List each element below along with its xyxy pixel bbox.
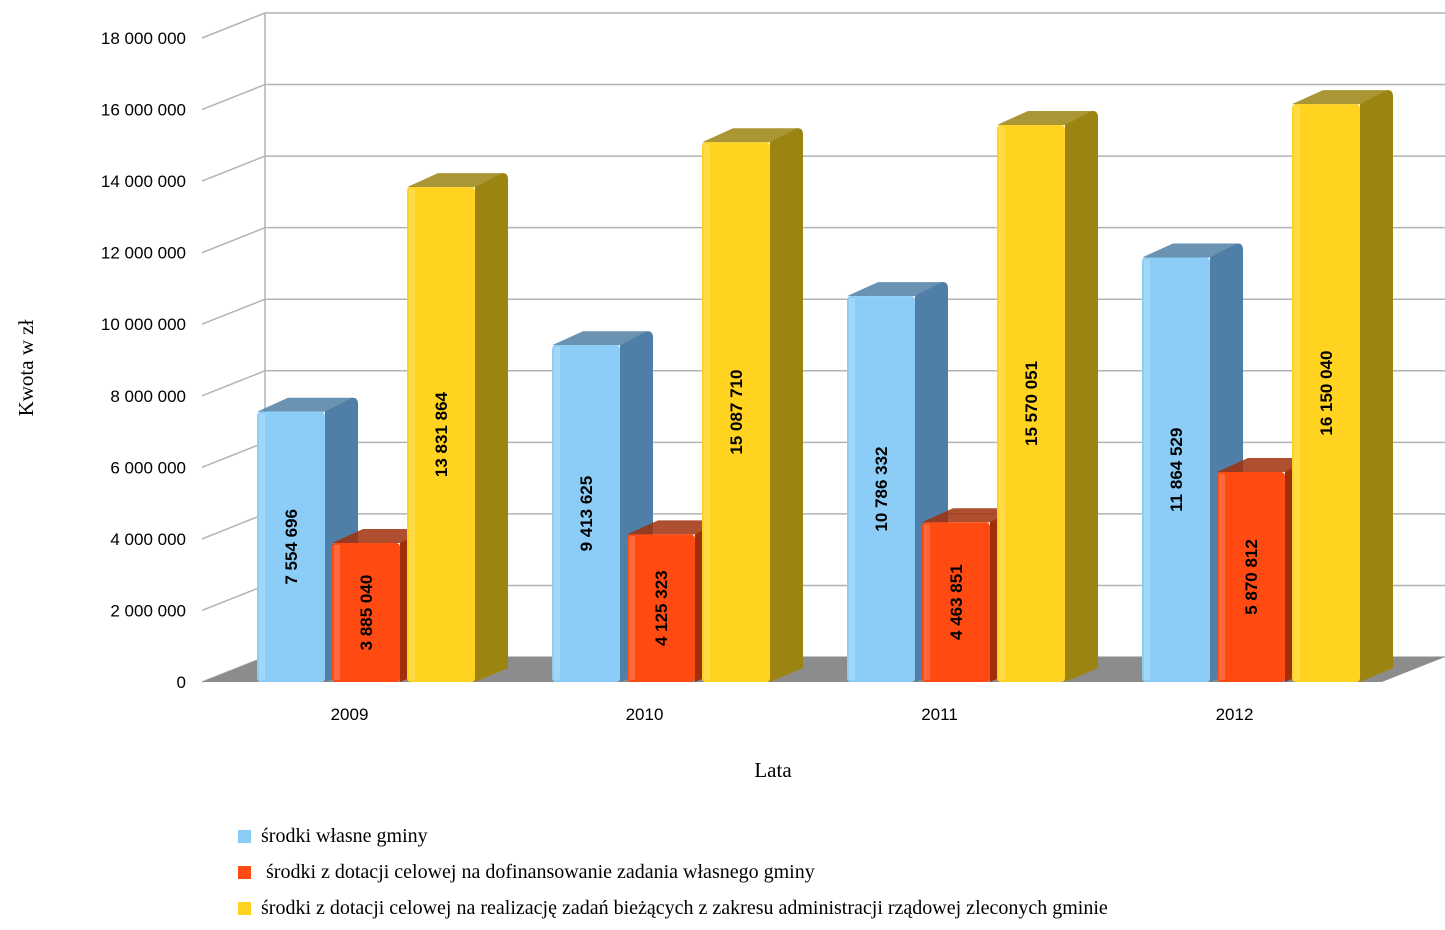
bar-highlight [629, 536, 635, 680]
bar-highlight [924, 524, 930, 680]
legend-label: środki z dotacji celowej na realizację z… [261, 896, 1108, 919]
bar [997, 110, 1098, 683]
floor [202, 657, 1445, 682]
bar-highlight [409, 189, 415, 680]
grid-line-side [201, 370, 266, 397]
legend-swatch [238, 829, 251, 843]
bar-side [770, 128, 803, 683]
legend-swatch [238, 865, 251, 879]
data-label: 4 125 323 [652, 570, 671, 646]
y-axis-title: Kwota w zł [14, 319, 38, 416]
bar-front [702, 142, 770, 683]
bar-highlight [1219, 473, 1225, 680]
bar-top [702, 128, 802, 143]
bar [1292, 90, 1393, 683]
data-label: 3 885 040 [357, 575, 376, 651]
bar-highlight [704, 144, 710, 681]
grid-line-side [201, 298, 266, 325]
bar-front [1142, 257, 1210, 682]
legend-label: środki własne gminy [261, 824, 428, 847]
data-label: 5 870 812 [1242, 539, 1261, 615]
bar-top [1292, 90, 1392, 105]
data-label: 10 786 332 [872, 446, 891, 531]
x-tick-label: 2010 [626, 705, 664, 724]
bar-highlight [849, 298, 855, 680]
bar-highlight [554, 347, 560, 680]
y-tick-label: 0 [177, 673, 186, 692]
data-labels: 7 554 696 3 885 040 13 831 864 9 413 625 4 1… [282, 351, 1336, 651]
y-tick-label: 14 000 000 [101, 172, 186, 191]
bar-top [1217, 457, 1317, 472]
x-tick-label: 2009 [331, 705, 369, 724]
bar-front [407, 187, 475, 682]
y-tick-label: 10 000 000 [101, 315, 186, 334]
data-label: 13 831 864 [432, 391, 451, 477]
y-tick-label: 4 000 000 [110, 530, 186, 549]
bar-front [257, 411, 325, 682]
y-tick-labels: 0 2 000 000 4 000 000 6 000 000 8 000 000 10 … [101, 29, 186, 692]
legend-label: środki z dotacji celowej na dofinansowan… [261, 860, 815, 883]
data-label: 16 150 040 [1317, 351, 1336, 436]
data-label: 4 463 851 [947, 564, 966, 640]
bar-front [332, 543, 400, 682]
bar-top [332, 529, 432, 544]
bars [257, 90, 1393, 683]
bar-highlight [1144, 259, 1150, 680]
bar-side [1360, 90, 1393, 683]
legend-item: środki własne gminy [238, 818, 1108, 854]
bar-highlight [334, 545, 340, 680]
grid-line-side [201, 83, 266, 111]
bar-front [627, 534, 695, 682]
grid-line-side [201, 155, 266, 182]
grid-line-side [201, 12, 266, 39]
bar-top [922, 508, 1022, 523]
bar-side [1065, 110, 1098, 683]
y-tick-label: 16 000 000 [101, 101, 186, 120]
y-tick-label: 6 000 000 [110, 458, 186, 477]
bar-highlight [1294, 106, 1300, 681]
x-axis-title: Lata [754, 758, 792, 782]
bar-front [1217, 471, 1285, 682]
data-label: 15 570 051 [1022, 361, 1041, 446]
y-tick-label: 18 000 000 [101, 29, 186, 48]
bar-highlight [259, 413, 265, 680]
bar-front [847, 296, 915, 682]
bar-top [407, 173, 507, 188]
grid-line-side [201, 513, 266, 540]
y-tick-label: 8 000 000 [110, 387, 186, 406]
x-tick-label: 2011 [921, 705, 958, 724]
bar-top [552, 331, 652, 346]
data-label: 11 864 529 [1167, 428, 1186, 512]
bar-top [1142, 243, 1242, 258]
data-label: 9 413 625 [577, 476, 596, 552]
y-tick-label: 12 000 000 [101, 244, 186, 263]
bar [407, 173, 508, 682]
data-label: 7 554 696 [282, 509, 301, 585]
bar-side [475, 173, 508, 682]
bar-front [552, 345, 620, 682]
bar-front [922, 522, 990, 682]
plot-floor [202, 657, 1445, 682]
grid-line-side [201, 584, 266, 612]
legend-item: środki z dotacji celowej na realizację z… [238, 890, 1108, 926]
bar-highlight [999, 126, 1005, 681]
bar-top [257, 397, 357, 412]
legend-swatch [238, 901, 251, 915]
bar [702, 128, 803, 683]
bar-top [627, 520, 727, 535]
data-label: 15 087 710 [727, 370, 746, 455]
legend: środki własne gminy środki z dotacji cel… [238, 818, 1108, 926]
bar-top [997, 110, 1097, 125]
x-tick-labels: 2009 2010 2011 2012 [331, 705, 1254, 724]
y-tick-label: 2 000 000 [110, 601, 186, 620]
grid-line-side [201, 441, 266, 469]
legend-item: środki z dotacji celowej na dofinansowan… [238, 854, 1108, 890]
bar-front [1292, 104, 1360, 683]
x-tick-label: 2012 [1216, 705, 1254, 724]
bar-front [997, 124, 1065, 683]
bar-top [847, 282, 947, 297]
grid-line-side [201, 226, 266, 254]
